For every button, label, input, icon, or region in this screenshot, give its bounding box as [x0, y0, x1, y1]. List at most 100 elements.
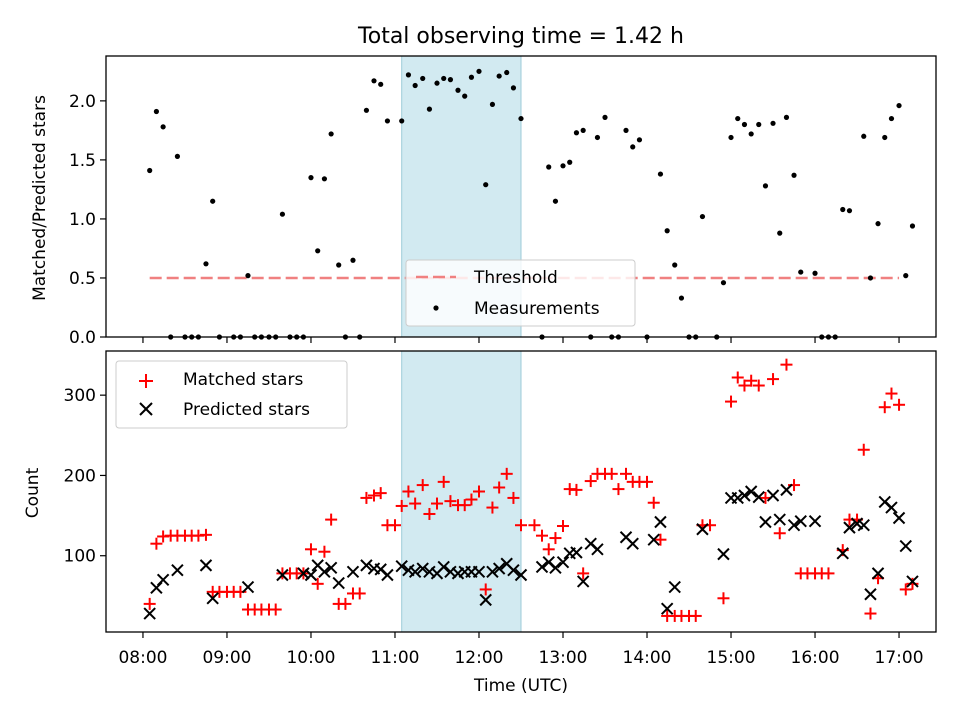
matched-star-point — [416, 479, 429, 492]
measurement-point — [455, 87, 461, 93]
matched-star-point — [493, 481, 506, 494]
predicted-star-point — [437, 560, 450, 574]
matched-star-point — [557, 520, 570, 533]
matched-star-point — [899, 583, 912, 596]
matched-star-point — [458, 499, 471, 512]
measurement-point — [426, 106, 433, 112]
matched-star-point — [409, 497, 422, 510]
matched-star-point — [353, 587, 366, 600]
matched-star-point — [318, 545, 331, 558]
measurement-point — [245, 273, 251, 279]
measurement-point — [462, 93, 468, 99]
matched-star-point — [605, 467, 618, 480]
measurement-point — [328, 131, 334, 137]
figure-title: Total observing time = 1.42 h — [357, 24, 684, 49]
predicted-star-point — [836, 547, 849, 560]
bottom-legend-box — [115, 360, 348, 429]
bottom-y-tick-label: 300 — [64, 386, 96, 406]
measurement-point — [630, 144, 636, 150]
predicted-star-point — [360, 559, 373, 572]
measurement-point — [888, 115, 895, 122]
measurement-point — [798, 269, 804, 275]
measurement-point — [384, 118, 391, 124]
predicted-star-point — [535, 560, 549, 574]
matched-star-point — [822, 567, 835, 580]
matched-star-point — [731, 371, 744, 384]
matched-star-point — [570, 483, 583, 496]
matched-star-point — [444, 495, 457, 508]
top-legend: Threshold Measurements — [405, 259, 636, 327]
x-tick-label: 11:00 — [370, 648, 419, 668]
measurement-point — [518, 115, 524, 122]
top-x-tick-marks — [142, 337, 900, 343]
measurement-point — [160, 124, 166, 130]
measurement-point — [636, 137, 643, 143]
matched-star-point — [325, 513, 338, 526]
predicted-star-point — [626, 537, 639, 550]
predicted-star-point — [660, 602, 674, 615]
matched-star-point — [738, 379, 751, 392]
matched-star-point — [857, 443, 870, 456]
measurement-point — [672, 262, 678, 268]
measurement-point — [664, 228, 670, 234]
measurement-point — [399, 118, 405, 124]
measurements-legend-label: Measurements — [474, 299, 600, 319]
measurement-point — [756, 121, 762, 128]
measurement-point — [412, 82, 418, 89]
matched-star-point — [725, 395, 738, 408]
bottom-y-axis-label: Count — [23, 467, 43, 518]
matched-star-point — [339, 597, 352, 610]
x-tick-label: 10:00 — [286, 648, 335, 668]
predicted-star-point — [899, 539, 912, 553]
measurement-point — [203, 261, 209, 267]
predicted-star-point — [492, 562, 506, 575]
top-y-tick-label: 0.5 — [69, 269, 96, 289]
matched-star-point — [773, 527, 786, 540]
measurement-point — [447, 77, 454, 83]
predicted-legend-label: Predicted stars — [183, 400, 310, 420]
predicted-star-point — [276, 568, 289, 582]
predicted-star-point — [773, 513, 786, 526]
predicted-star-point — [570, 546, 583, 559]
measurement-point — [279, 211, 286, 217]
matched-star-point — [395, 499, 408, 512]
measurement-point — [147, 167, 153, 174]
predicted-star-point — [241, 580, 255, 594]
predicted-star-point — [717, 547, 730, 561]
predicted-star-point — [408, 565, 422, 578]
measurement-point — [909, 223, 916, 229]
measurement-point — [846, 208, 853, 214]
x-tick-label: 16:00 — [791, 648, 840, 668]
bottom-y-tick-label: 200 — [64, 466, 96, 486]
measurement-point — [882, 134, 888, 141]
predicted-star-point — [696, 523, 709, 536]
top-y-axis-label: Matched/Predicted stars — [30, 95, 50, 301]
top-legend-box — [405, 259, 636, 327]
x-axis: 08:00 09:00 10:00 11:00 12:00 13:00 14:00 15:00… — [118, 632, 924, 668]
predicted-star-point — [381, 568, 394, 582]
matched-star-point — [885, 387, 898, 400]
x-axis-label: Time (UTC) — [473, 676, 568, 696]
matched-star-point — [612, 483, 625, 496]
bottom-legend: Matched stars Predicted stars — [115, 360, 348, 429]
matched-star-point — [304, 543, 317, 556]
predicted-star-point — [479, 593, 492, 607]
measurement-point — [210, 198, 216, 204]
matched-star-point — [549, 532, 562, 545]
measurement-point — [602, 114, 608, 120]
x-tick-label: 08:00 — [118, 648, 167, 668]
matched-star-point — [465, 493, 478, 506]
measurement-point — [363, 107, 370, 113]
measurement-point — [699, 213, 706, 220]
measurement-point — [741, 121, 748, 128]
measurement-point — [496, 73, 502, 79]
matched-star-point — [864, 607, 877, 620]
predicted-star-point — [199, 559, 213, 572]
measurement-point — [720, 280, 727, 286]
predicted-star-point — [892, 511, 906, 525]
bottom-shaded-window — [401, 350, 522, 633]
predicted-star-point — [156, 573, 170, 587]
predicted-star-point — [318, 565, 331, 578]
matched-star-point — [423, 507, 436, 520]
bottom-y-tick-label: 100 — [64, 547, 96, 567]
